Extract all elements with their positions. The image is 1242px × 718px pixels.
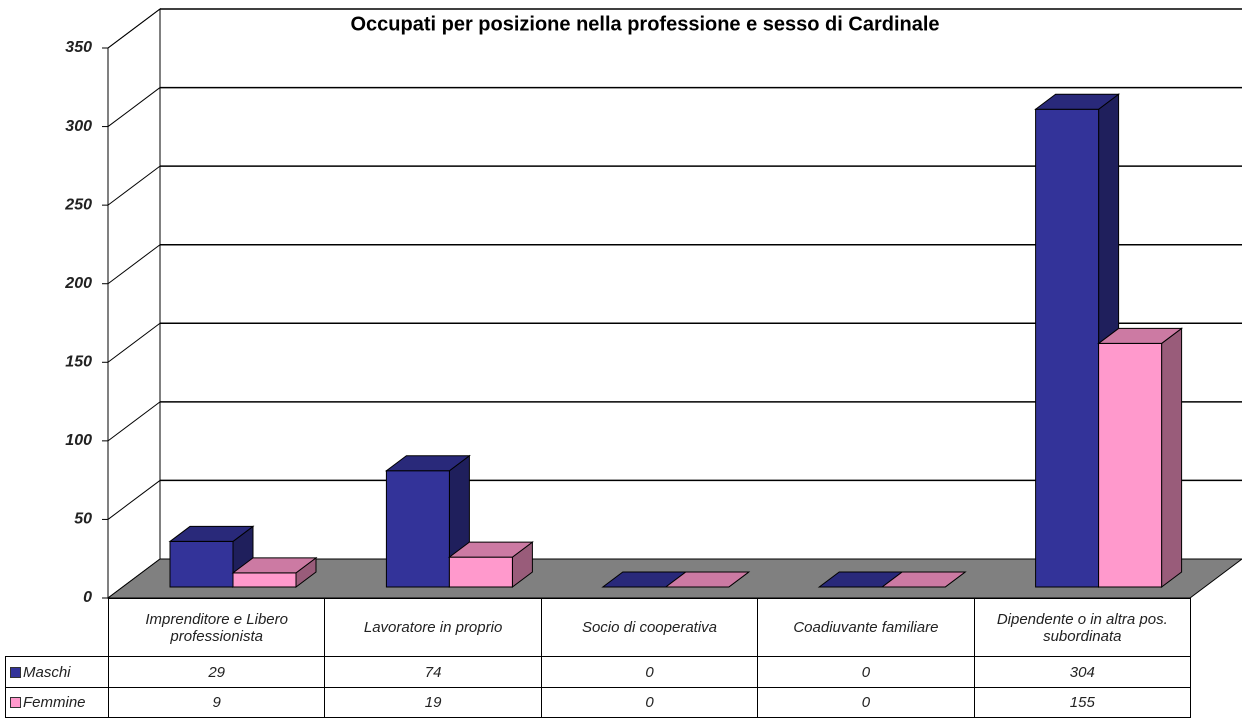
category-label: Imprenditore e Libero professionista <box>108 598 326 657</box>
bar-top <box>880 571 967 588</box>
table-value: 0 <box>757 687 975 718</box>
grid-line <box>107 322 161 363</box>
side-wall <box>107 8 161 599</box>
bar-top <box>664 571 751 588</box>
category-label: Dipendente o in altra pos. subordinata <box>973 598 1191 657</box>
table-value: 304 <box>973 656 1191 688</box>
y-tick-label: 250 <box>64 196 92 213</box>
legend-key <box>10 666 21 678</box>
y-tick-label: 350 <box>65 39 92 56</box>
table-value: 0 <box>757 656 975 688</box>
bar <box>448 556 513 588</box>
category-label: Coadiuvante familiare <box>757 598 975 657</box>
y-tick-label: 300 <box>65 118 92 135</box>
category-label: Socio di cooperativa <box>540 598 759 657</box>
bar-top <box>1097 327 1184 344</box>
y-tick-label: 50 <box>74 511 92 528</box>
table-value: 0 <box>540 656 759 688</box>
bar-top <box>231 557 318 574</box>
grid-line <box>107 401 161 442</box>
table-value: 9 <box>108 687 326 718</box>
grid-line <box>107 8 161 49</box>
legend-key <box>10 697 21 708</box>
table-value: 155 <box>973 687 1191 718</box>
y-tick-label: 0 <box>83 589 92 606</box>
grid-line <box>107 165 161 206</box>
grid-line <box>107 480 161 520</box>
legend-label: Maschi <box>23 663 71 681</box>
legend-entry: Femmine <box>5 687 109 718</box>
legend-label: Femmine <box>23 694 86 711</box>
bar <box>1035 108 1100 588</box>
bar <box>169 540 234 588</box>
bar-side <box>1161 327 1183 588</box>
grid-line <box>107 87 161 127</box>
bar <box>1098 342 1163 588</box>
table-value: 19 <box>324 687 542 718</box>
chart-title: Occupati per posizione nella professione… <box>350 13 939 35</box>
category-label: Lavoratore in proprio <box>324 598 542 657</box>
y-tick-label: 200 <box>64 275 92 292</box>
table-value: 74 <box>324 656 542 688</box>
bar-top <box>168 525 255 542</box>
legend-entry: Maschi <box>5 656 109 688</box>
bar <box>385 470 450 588</box>
table-value: 0 <box>540 687 759 718</box>
table-value: 29 <box>108 656 326 688</box>
bar <box>232 572 297 588</box>
grid-line <box>107 244 161 285</box>
bar-top <box>384 455 471 472</box>
bar-top <box>447 541 534 558</box>
y-tick-label: 150 <box>65 354 92 371</box>
y-tick-label: 100 <box>65 432 92 449</box>
bar-top <box>1034 93 1121 110</box>
